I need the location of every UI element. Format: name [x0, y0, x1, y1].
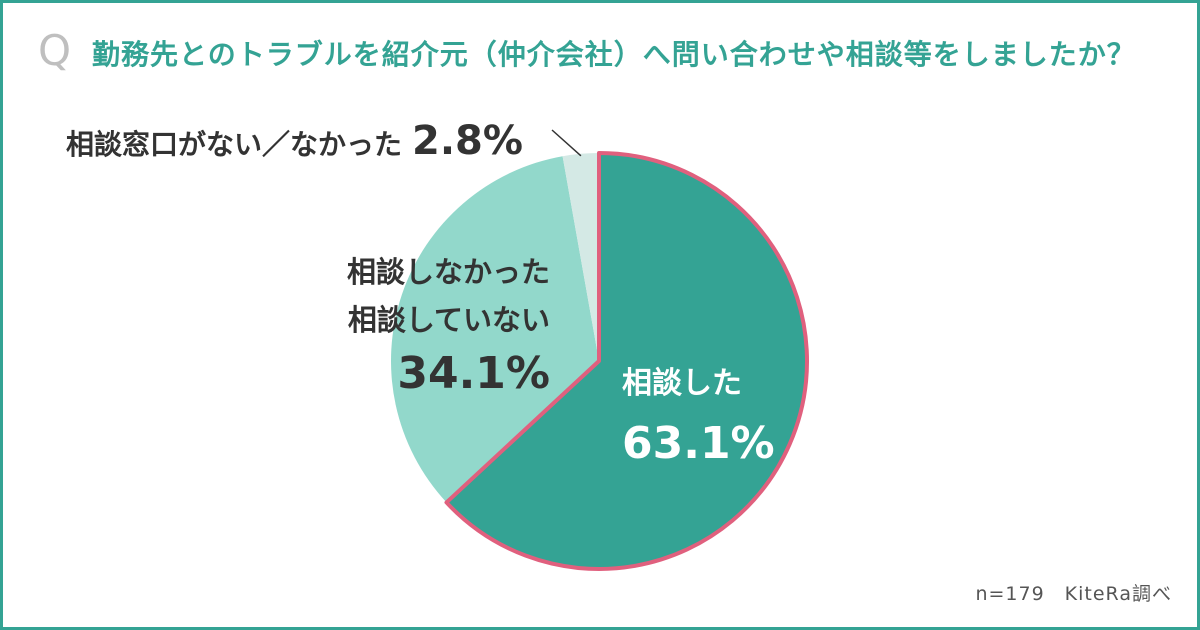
slice-label-no-window-text: 相談窓口がない／なかった	[66, 128, 403, 161]
slice-label-no-window: 相談窓口がない／なかった 2.8%	[66, 118, 523, 164]
pie-slice-no-window	[562, 153, 599, 361]
slice-label-not-consulted-line1: 相談しなかった	[346, 255, 550, 289]
source-note: n=179 KiteRa調べ	[975, 583, 1172, 605]
question-mark: Q	[38, 26, 72, 75]
pie-slice-consulted	[444, 151, 809, 571]
slice-value-no-window: 2.8%	[412, 118, 523, 164]
slice-value-not-consulted: 34.1%	[397, 348, 550, 399]
slice-value-consulted: 63.1%	[622, 418, 775, 469]
chart-question-title: 勤務先とのトラブルを紹介元（仲介会社）へ問い合わせや相談等をしましたか？	[92, 38, 1136, 71]
slice-label-consulted-text: 相談した	[622, 366, 742, 401]
slice-label-not-consulted-line2: 相談していない	[347, 303, 550, 337]
pie-slice-not-consulted	[391, 156, 599, 503]
leader-line-no-window	[551, 129, 582, 157]
slice-label-not-consulted: 相談しなかった 相談していない 34.1%	[347, 248, 550, 398]
slice-label-consulted: 相談した 63.1%	[622, 358, 775, 470]
